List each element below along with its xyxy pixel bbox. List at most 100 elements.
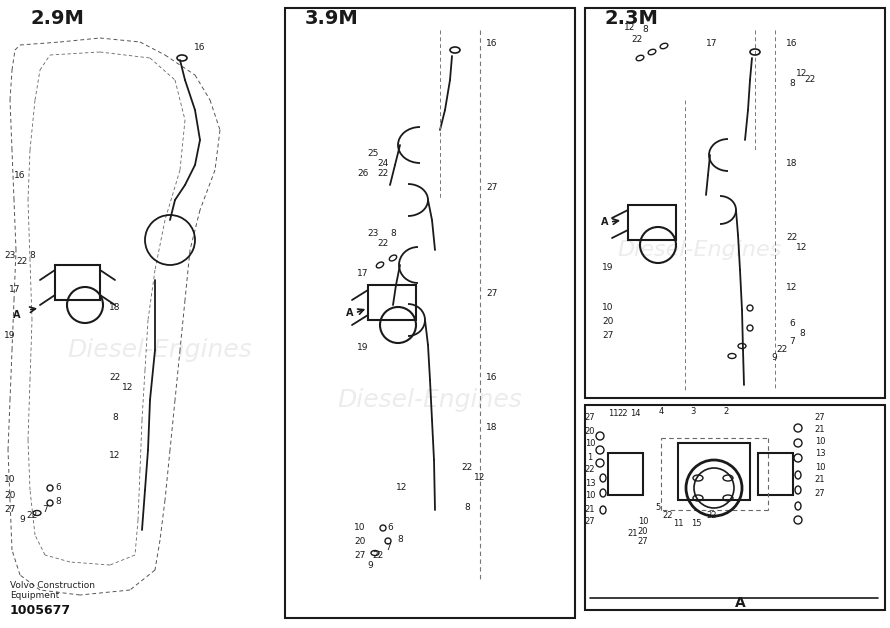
Text: 12: 12	[109, 450, 121, 460]
Text: 16: 16	[486, 374, 498, 382]
Text: 27: 27	[486, 288, 498, 298]
Text: 9: 9	[19, 516, 25, 524]
Text: 27: 27	[603, 330, 614, 340]
Text: Volvo Construction: Volvo Construction	[10, 580, 95, 590]
Text: 22: 22	[27, 511, 37, 519]
Text: 27: 27	[638, 536, 648, 546]
Text: 21: 21	[814, 475, 825, 484]
Text: 8: 8	[397, 536, 403, 544]
Text: 16: 16	[486, 38, 498, 48]
Text: 22: 22	[377, 239, 389, 247]
Text: 22: 22	[787, 234, 797, 242]
Text: 21: 21	[627, 529, 638, 538]
Text: 24: 24	[377, 158, 389, 168]
Bar	[368, 285, 416, 320]
Text: 3.9M: 3.9M	[305, 9, 359, 28]
Text: 8: 8	[789, 78, 795, 87]
Text: 13: 13	[814, 450, 825, 458]
Text: 1: 1	[587, 453, 593, 462]
Bar	[55, 265, 100, 300]
Text: 6: 6	[387, 524, 392, 533]
Text: 10: 10	[814, 438, 825, 447]
Bar	[585, 405, 885, 610]
Text: 8: 8	[112, 413, 117, 423]
Text: 6: 6	[55, 482, 61, 492]
Text: 8: 8	[464, 504, 470, 512]
Text: 22: 22	[618, 408, 628, 418]
Text: 22: 22	[16, 257, 28, 266]
Text: 20: 20	[4, 490, 16, 499]
Text: 20: 20	[585, 426, 595, 435]
Text: A: A	[734, 596, 746, 610]
Text: 4: 4	[659, 406, 664, 416]
Text: 18: 18	[109, 303, 121, 313]
Text: 19: 19	[4, 330, 16, 340]
Text: 16: 16	[14, 170, 26, 180]
Text: 19: 19	[603, 264, 614, 273]
Text: 2: 2	[724, 406, 729, 416]
Bar	[628, 205, 676, 240]
Text: 22: 22	[707, 511, 717, 521]
Text: 10: 10	[638, 516, 648, 526]
Text: 2.9M: 2.9M	[30, 9, 84, 28]
Text: 22: 22	[109, 374, 121, 382]
Text: Diesel-Engines: Diesel-Engines	[618, 240, 782, 260]
Text: 17: 17	[357, 269, 368, 278]
Text: 18: 18	[786, 158, 797, 168]
Text: 12: 12	[797, 244, 808, 252]
Text: 11: 11	[673, 519, 684, 529]
Text: 16: 16	[786, 38, 797, 48]
Text: 6: 6	[789, 318, 795, 327]
Text: 13: 13	[585, 479, 595, 487]
Text: 12: 12	[474, 474, 486, 482]
Text: 27: 27	[486, 183, 498, 193]
Text: 8: 8	[390, 229, 396, 237]
Text: 22: 22	[776, 345, 788, 354]
Text: 2.3M: 2.3M	[605, 9, 659, 28]
Text: 1005677: 1005677	[10, 604, 71, 617]
Text: 10: 10	[814, 463, 825, 472]
Text: 12: 12	[396, 484, 408, 492]
Text: A: A	[345, 308, 353, 318]
Text: A: A	[12, 310, 20, 320]
Text: 8: 8	[29, 251, 35, 259]
Text: 11: 11	[608, 408, 619, 418]
Text: 12: 12	[122, 384, 134, 392]
Text: 21: 21	[585, 504, 595, 514]
Text: 22: 22	[805, 75, 815, 85]
Text: 8: 8	[55, 497, 61, 507]
Text: Diesel-Engines: Diesel-Engines	[337, 388, 522, 412]
Text: 10: 10	[4, 475, 16, 484]
Text: 17: 17	[9, 286, 20, 295]
Text: 27: 27	[585, 413, 595, 423]
Text: 9: 9	[771, 352, 777, 362]
Text: 20: 20	[603, 317, 614, 325]
Text: 27: 27	[585, 517, 595, 526]
Text: 22: 22	[461, 463, 473, 472]
Text: 14: 14	[630, 408, 640, 418]
Text: 20: 20	[354, 536, 366, 546]
Text: 10: 10	[585, 492, 595, 501]
Text: 15: 15	[691, 519, 701, 529]
Text: 8: 8	[642, 26, 648, 35]
Bar	[585, 8, 885, 398]
Text: 21: 21	[814, 426, 825, 435]
Text: 10: 10	[585, 440, 595, 448]
Text: 17: 17	[707, 38, 717, 48]
Text: 27: 27	[814, 413, 825, 423]
Text: 20: 20	[638, 526, 648, 536]
Text: 12: 12	[786, 283, 797, 293]
Text: 7: 7	[789, 337, 795, 345]
Text: 8: 8	[799, 328, 805, 337]
Text: 22: 22	[377, 168, 389, 178]
Text: A: A	[601, 217, 608, 227]
Text: 19: 19	[357, 344, 368, 352]
Text: 5: 5	[655, 504, 660, 512]
Text: 25: 25	[368, 148, 378, 158]
Text: 12: 12	[797, 68, 808, 77]
Text: 18: 18	[486, 423, 498, 433]
Text: 26: 26	[357, 168, 368, 178]
Text: 22: 22	[372, 551, 384, 561]
Text: 7: 7	[385, 543, 391, 553]
Text: 22: 22	[631, 36, 643, 45]
